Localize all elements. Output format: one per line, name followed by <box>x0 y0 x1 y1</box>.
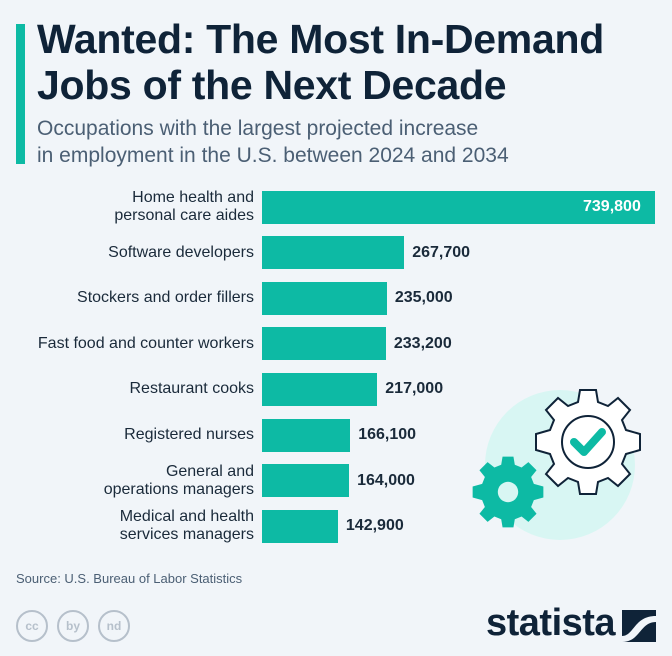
category-label: Fast food and counter workers <box>38 335 254 353</box>
bar <box>262 190 655 224</box>
teal-gear-icon <box>472 456 544 528</box>
title-line-1: Wanted: The Most In-Demand <box>37 16 604 62</box>
category-label-line: Registered nurses <box>124 426 254 443</box>
value-label: 166,100 <box>358 426 417 443</box>
value-label: 235,000 <box>394 289 453 307</box>
category-label: Stockers and order fillers <box>77 289 254 307</box>
cc-by-icon[interactable]: by <box>57 610 89 642</box>
category-label: Software developers <box>108 244 254 262</box>
bar <box>262 281 387 315</box>
bar <box>262 418 351 452</box>
category-label: General and operations managers <box>104 463 254 499</box>
bar <box>262 464 350 498</box>
cc-nd-icon[interactable]: nd <box>98 610 130 642</box>
statista-logo[interactable]: statista <box>486 602 616 644</box>
category-label: Home health and personal care aides <box>114 189 254 225</box>
value-label: 164,000 <box>357 471 415 489</box>
category-label-line: services managers <box>119 526 254 544</box>
category-label-line: General and <box>165 462 254 480</box>
subtitle-line-2: in employment in the U.S. between 2024 a… <box>37 144 509 167</box>
gears-illustration <box>472 389 641 540</box>
source-note: Source: U.S. Bureau of Labor Statistics <box>16 571 243 586</box>
chart-title: Wanted: The Most In-Demand Jobs of the Ne… <box>37 16 604 108</box>
title-accent-bar <box>16 24 25 164</box>
category-label: Restaurant cooks <box>129 380 254 398</box>
category-label-line: Restaurant cooks <box>129 380 254 398</box>
category-label-line: Fast food and counter workers <box>37 334 254 352</box>
bar <box>262 372 378 406</box>
category-label: Medical and health services managers <box>120 508 254 544</box>
value-label: 233,200 <box>393 334 452 352</box>
value-label: 739,800 <box>583 198 641 215</box>
category-label-line: operations managers <box>103 480 254 498</box>
category-label-line: Stockers and order fillers <box>77 289 254 307</box>
category-label-line: Medical and health <box>119 508 254 526</box>
bar <box>262 327 386 361</box>
chart-subtitle: Occupations with the largest projected i… <box>37 115 509 169</box>
statista-logo-mark-icon <box>622 610 656 642</box>
checkmark-icon <box>570 428 606 456</box>
white-gear-icon <box>535 389 641 495</box>
title-line-2: Jobs of the Next Decade <box>37 62 507 108</box>
cc-license-icon[interactable]: cc <box>16 610 48 642</box>
subtitle-line-1: Occupations with the largest projected i… <box>37 117 479 140</box>
bar <box>262 509 338 543</box>
category-label-line: personal care aides <box>114 207 254 224</box>
value-label: 217,000 <box>385 380 444 398</box>
value-label: 142,900 <box>345 517 404 535</box>
bar <box>262 236 405 270</box>
value-label: 267,700 <box>412 243 471 261</box>
category-label: Registered nurses <box>124 426 254 444</box>
category-label-line: Home health and <box>132 189 254 206</box>
category-label-line: Software developers <box>108 243 254 261</box>
